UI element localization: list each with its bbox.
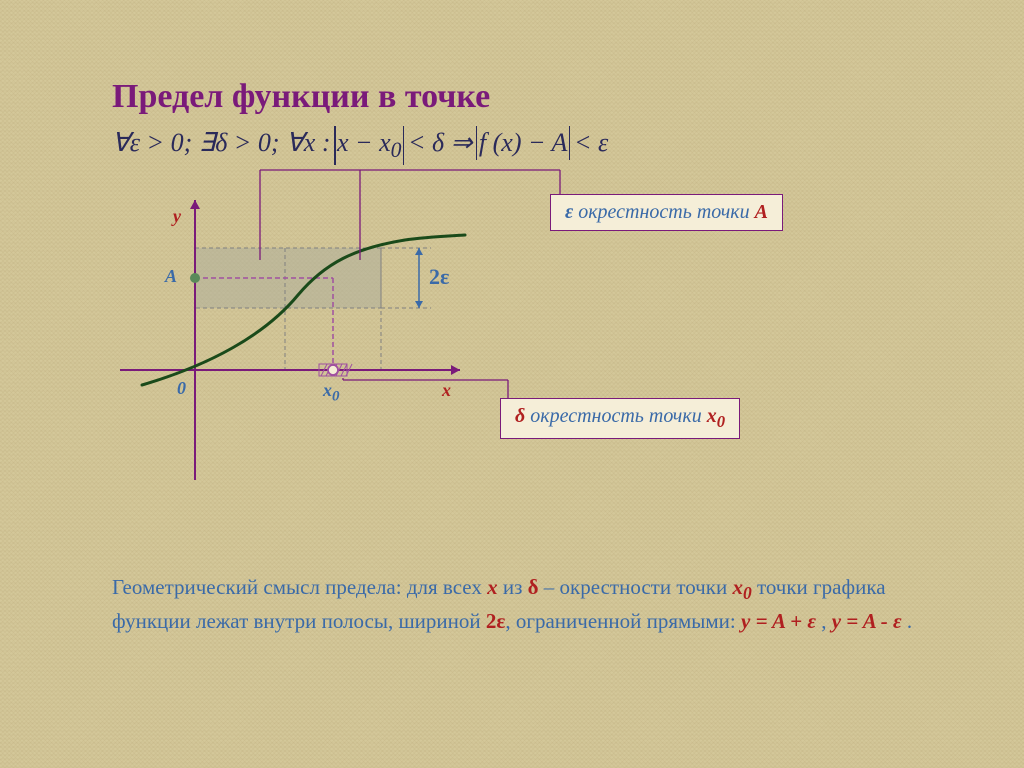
p-x0: x0 [732, 575, 751, 599]
callout-eps-sym: ε [565, 201, 573, 223]
p-x0-x: x [732, 575, 743, 599]
p1: Геометрический смысл предела: для всех [112, 575, 487, 599]
txt-b: > 0; [227, 128, 286, 157]
txt-lt-delta: < δ [401, 128, 450, 157]
p-x: x [487, 575, 498, 599]
sym-delta: δ [215, 128, 227, 157]
abs2-inner: f (x) − A [479, 128, 568, 157]
callout-delta-x: x [707, 405, 717, 427]
slide-title: Предел функции в точке [112, 78, 490, 116]
callout-delta-x0: x0 [707, 405, 725, 427]
explanation-paragraph: Геометрический смысл предела: для всех x… [112, 572, 944, 638]
limit-formula: ∀ε > 0; ∃δ > 0; ∀x : x − x0 < δ ⇒ f (x) … [112, 128, 608, 163]
slide-content: Предел функции в точке ∀ε > 0; ∃δ > 0; ∀… [0, 0, 1024, 768]
abs1-sub: 0 [391, 138, 402, 162]
callout-eps-text: окрестность точки [573, 201, 754, 223]
diagram-svg [120, 190, 560, 500]
p-2eps: 2ε [486, 609, 505, 633]
txt-a: > 0; [140, 128, 199, 157]
callout-delta-sub: 0 [717, 412, 725, 431]
sym-x: x [304, 128, 316, 157]
axis-label-x0: x0 [323, 380, 340, 406]
p5: , ограниченной прямыми: [505, 609, 741, 633]
sym-forall: ∀ [112, 128, 130, 157]
p-eq1: y = A + ε [741, 609, 816, 633]
sym-forall2: ∀ [286, 128, 304, 157]
limit-diagram: y x 0 A x0 2ε [120, 190, 560, 500]
abs1-inner: x − x [337, 128, 391, 157]
lbl-x0-sub: 0 [332, 389, 340, 405]
p2: из [498, 575, 528, 599]
abs-2: f (x) − A [479, 128, 568, 158]
axis-label-y: y [173, 206, 181, 227]
lbl-x0-x: x [323, 380, 332, 400]
p7: . [902, 609, 913, 633]
axis-label-x: x [442, 380, 451, 401]
callout-epsilon: ε окрестность точки A [550, 194, 783, 231]
txt-lt-eps: < ε [567, 128, 608, 157]
sym-exists: ∃ [199, 128, 215, 157]
label-two-epsilon: 2ε [429, 264, 449, 290]
p-eq2: y = A - ε [832, 609, 902, 633]
p3: – окрестности точки [539, 575, 733, 599]
p-x0-sub: 0 [743, 583, 752, 603]
p6: , [816, 609, 832, 633]
abs-1: x − x0 [337, 128, 401, 163]
p-delta: δ [528, 575, 539, 599]
sym-eps: ε [130, 128, 140, 157]
axis-label-A: A [165, 266, 177, 287]
sym-implies: ⇒ [451, 128, 473, 157]
axis-label-origin: 0 [177, 378, 186, 399]
callout-eps-A: A [755, 201, 768, 223]
